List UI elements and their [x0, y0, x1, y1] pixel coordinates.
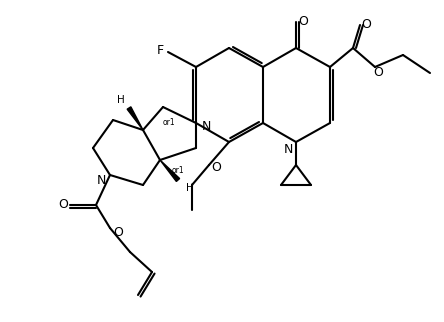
Text: N: N: [283, 143, 293, 156]
Text: N: N: [96, 174, 106, 186]
Polygon shape: [127, 107, 143, 130]
Text: O: O: [211, 160, 221, 174]
Text: or1: or1: [172, 166, 185, 175]
Text: O: O: [58, 197, 68, 211]
Text: O: O: [373, 65, 383, 79]
Text: F: F: [156, 43, 163, 56]
Text: O: O: [361, 17, 371, 31]
Polygon shape: [160, 160, 180, 182]
Text: N: N: [201, 119, 211, 132]
Text: H: H: [117, 95, 125, 105]
Text: O: O: [298, 14, 308, 27]
Text: H: H: [186, 183, 194, 193]
Text: O: O: [113, 225, 123, 239]
Text: or1: or1: [163, 118, 176, 127]
